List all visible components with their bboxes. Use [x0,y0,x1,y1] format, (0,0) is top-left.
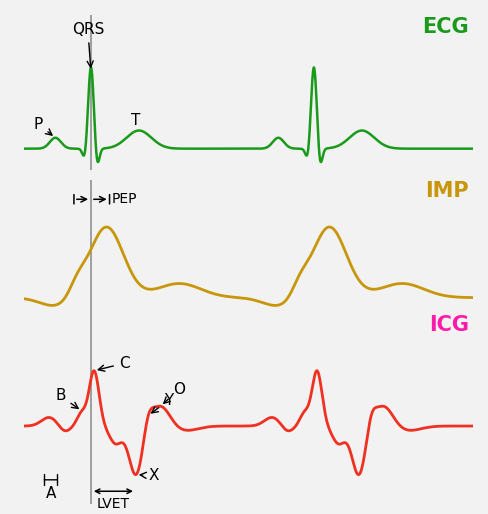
Text: O: O [164,381,185,403]
Text: IMP: IMP [425,181,469,201]
Text: LVET: LVET [97,498,130,511]
Text: PEP: PEP [112,192,138,206]
Text: P: P [34,117,52,135]
Text: T: T [131,113,141,128]
Text: B: B [55,389,78,409]
Text: ECG: ECG [422,17,469,37]
Text: A: A [45,486,56,501]
Text: X: X [140,468,159,483]
Text: Y: Y [152,393,173,413]
Text: QRS: QRS [72,22,104,67]
Text: ICG: ICG [429,316,469,336]
Text: C: C [98,356,129,371]
